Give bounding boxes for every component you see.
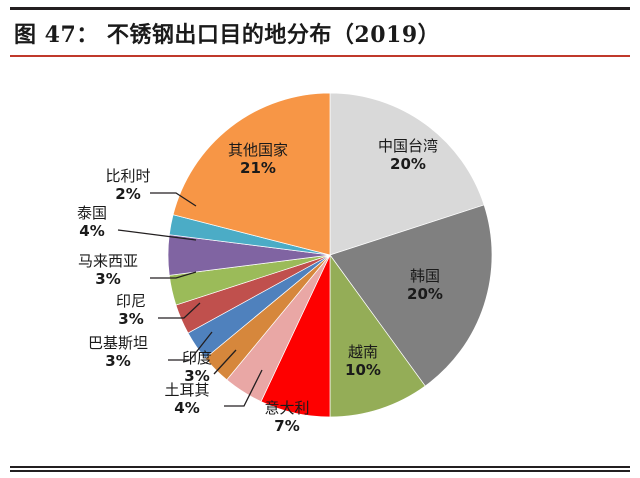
leader-lines-group [117,192,263,407]
leader-line-indonesia [158,302,201,319]
slice-label-thailand-value: 4% [79,221,105,240]
slice-label-india: 印度 3% [166,349,228,385]
footer-bottom-rule [10,470,630,472]
leader-line-india [213,349,237,375]
slice-label-indonesia-name: 印尼 [115,292,146,310]
slice-label-indonesia-value: 3% [118,309,144,328]
leader-line-belgium [150,192,197,207]
slice-label-malaysia-value: 3% [95,269,121,288]
slice-label-malaysia-name: 马来西亚 [77,252,138,270]
slice-label-pakistan-value: 3% [105,351,131,370]
slice-label-taiwan: 中国台湾 20% [348,137,468,173]
slice-label-vietnam-value: 10% [345,360,381,379]
slice-label-korea-value: 20% [407,284,443,303]
slice-label-korea: 韩国 20% [380,267,470,303]
header-bottom-rule [10,55,630,57]
pie-chart: 中国台湾 20% 韩国 20% 越南 10% 其他国家 21% 比利时 2% 泰… [0,60,640,460]
slice-label-turkey: 土耳其 4% [148,381,226,417]
slice-label-belgium-value: 2% [115,184,141,203]
slice-label-belgium-name: 比利时 [105,167,151,185]
leader-line-thailand [117,229,197,241]
pie-slice [329,92,485,256]
slice-label-thailand: 泰国 4% [62,204,122,240]
slice-label-taiwan-value: 20% [390,154,426,173]
slice-label-pakistan: 巴基斯坦 3% [62,334,174,370]
slice-label-thailand-name: 泰国 [76,204,107,222]
leader-line-turkey [224,369,263,407]
slice-label-italy-value: 7% [274,416,300,435]
leader-line-malaysia [150,271,197,279]
pie-slice [172,92,331,256]
slice-label-turkey-value: 4% [174,398,200,417]
pie-slice [329,253,426,418]
slice-label-india-name: 印度 [181,349,212,367]
slice-label-india-value: 3% [184,366,210,385]
slice-label-italy-name: 意大利 [264,399,310,417]
slice-label-pakistan-name: 巴基斯坦 [87,334,148,352]
slice-label-korea-name: 韩国 [409,267,440,285]
leader-line-pakistan [168,331,213,361]
slice-label-belgium: 比利时 2% [92,167,164,203]
slice-label-italy: 意大利 7% [248,399,326,435]
pie-slice [329,204,493,387]
slice-label-others: 其他国家 21% [198,141,318,177]
slice-label-indonesia: 印尼 3% [100,292,162,328]
slice-label-taiwan-name: 中国台湾 [377,137,438,155]
slice-label-others-value: 21% [240,158,276,177]
header-top-rule [10,7,630,10]
slice-label-turkey-name: 土耳其 [164,381,210,399]
slice-label-vietnam-name: 越南 [347,343,378,361]
page-title: 图 47： 不锈钢出口目的地分布（2019） [14,22,441,48]
slice-label-others-name: 其他国家 [227,141,288,159]
footer-top-rule [10,466,630,468]
pie-slices-group [167,92,493,418]
pie-svg [117,92,493,418]
slice-label-malaysia: 马来西亚 3% [62,252,154,288]
slice-label-vietnam: 越南 10% [318,343,408,379]
